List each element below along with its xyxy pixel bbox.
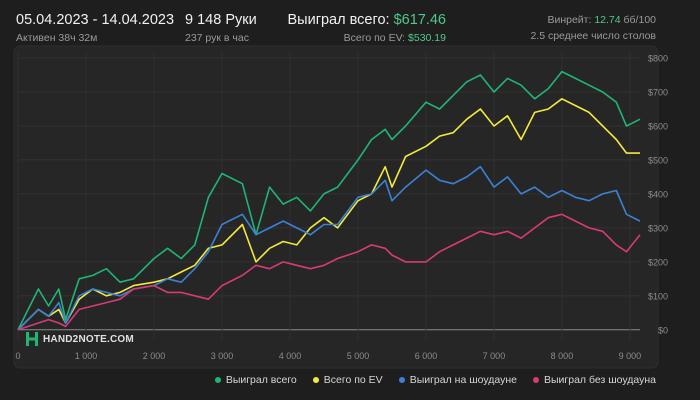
x-tick-label: 7 000 bbox=[483, 351, 506, 361]
y-tick-label: $100 bbox=[648, 291, 668, 301]
series-lines bbox=[17, 70, 641, 331]
legend-item-nonshowdown[interactable]: Выиграл без шоудауна bbox=[533, 374, 656, 386]
ev-total: Всего по EV: $530.19 bbox=[270, 32, 446, 44]
winrate-value: 12.74 bbox=[594, 14, 621, 26]
legend-label-won: Выиграл всего bbox=[225, 374, 297, 386]
y-tick-label: $400 bbox=[648, 189, 668, 199]
legend-dot-nonshowdown bbox=[533, 377, 539, 383]
tables-average: 2.5 среднее число столов bbox=[530, 30, 656, 42]
series-line-won bbox=[17, 70, 641, 331]
hands-count: 9 148 Руки bbox=[185, 12, 257, 28]
x-tick-label: 1 000 bbox=[75, 351, 98, 361]
x-tick-label: 5 000 bbox=[347, 351, 370, 361]
y-tick-label: $500 bbox=[648, 155, 668, 165]
won-total-label: Выиграл всего: bbox=[287, 12, 390, 28]
date-range: 05.04.2023 - 14.04.2023 bbox=[16, 12, 175, 28]
series-line-ev bbox=[17, 98, 640, 331]
x-tick-label: 3 000 bbox=[211, 351, 234, 361]
y-tick-label: $200 bbox=[648, 257, 668, 267]
watermark-text: HAND2NOTE.COM bbox=[43, 333, 134, 345]
x-tick-label: 9 000 bbox=[619, 351, 642, 361]
x-axis-ticks: 0 1 000 2 000 3 000 4 000 5 000 6 000 7 000 8 00… bbox=[15, 351, 641, 361]
x-tick-label: 6 000 bbox=[415, 351, 438, 361]
won-total: Выиграл всего: $617.46 bbox=[270, 12, 446, 28]
legend-dot-ev bbox=[312, 377, 319, 383]
h2n-logo-icon bbox=[26, 332, 38, 346]
active-time: Активен 38ч 32м bbox=[16, 32, 98, 44]
y-tick-label: $300 bbox=[648, 223, 668, 233]
legend-dot-won bbox=[214, 377, 221, 383]
legend-item-showdown[interactable]: Выиграл на шоудауне bbox=[398, 374, 517, 386]
x-tick-label: 0 bbox=[15, 351, 20, 361]
legend-label-nonshowdown: Выиграл без шоудауна bbox=[544, 374, 656, 386]
legend-item-ev[interactable]: Всего по EV bbox=[312, 374, 383, 386]
x-tick-label: 4 000 bbox=[279, 351, 302, 361]
x-tick-label: 8 000 bbox=[551, 351, 574, 361]
chart-legend: Выиграл всего Всего по EV Выиграл на шоу… bbox=[214, 374, 656, 386]
series-line-showdown bbox=[17, 165, 641, 331]
hands-per-hour: 237 рук в час bbox=[185, 32, 249, 44]
winrate-unit: бб/100 bbox=[623, 14, 656, 26]
y-tick-label: $700 bbox=[648, 87, 668, 97]
hand2note-logo: HAND2NOTE.COM bbox=[25, 331, 134, 347]
ev-total-label: Всего по EV: bbox=[343, 32, 406, 44]
winrate: Винрейт: 12.74 бб/100 bbox=[480, 14, 656, 26]
winrate-label: Винрейт: bbox=[547, 14, 592, 26]
y-tick-label: $600 bbox=[648, 121, 668, 131]
legend-label-ev: Всего по EV bbox=[323, 374, 383, 386]
legend-dot-showdown bbox=[398, 377, 405, 383]
y-tick-label: $0 bbox=[658, 325, 668, 335]
legend-item-won[interactable]: Выиграл всего bbox=[214, 374, 297, 386]
plot-area bbox=[13, 45, 659, 369]
won-total-value: $617.46 bbox=[393, 12, 446, 28]
y-tick-label: $800 bbox=[648, 54, 668, 64]
series-line-nonshowdown bbox=[17, 213, 641, 331]
grid-lines bbox=[17, 52, 640, 340]
ev-total-value: $530.19 bbox=[408, 32, 446, 44]
legend-label-showdown: Выиграл на шоудауне bbox=[409, 374, 517, 386]
x-tick-label: 2 000 bbox=[143, 351, 166, 361]
y-axis-ticks: $0 $100 $200 $300 $400 $500 $600 $700 $800 bbox=[648, 54, 668, 336]
